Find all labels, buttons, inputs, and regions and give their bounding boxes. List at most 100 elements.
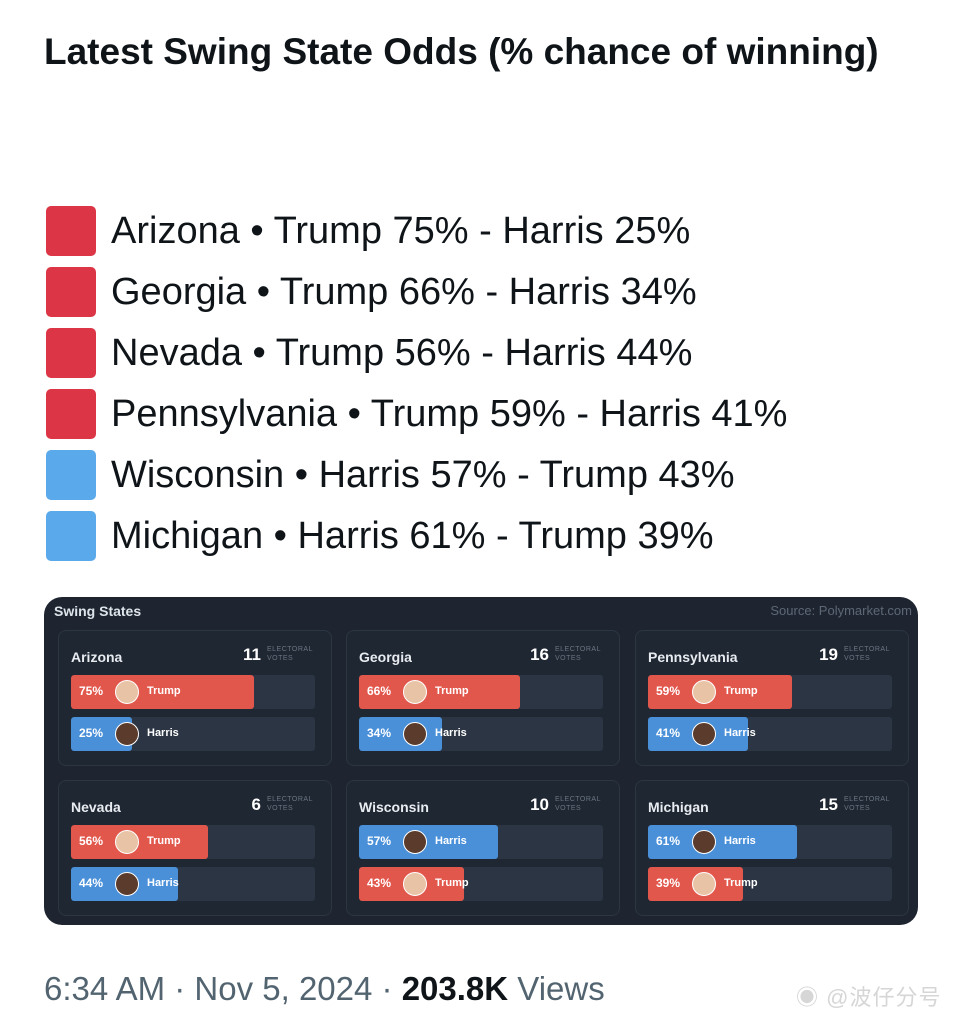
post-meta: 6:34 AM · Nov 5, 2024 · 203.8K Views	[44, 970, 605, 1007]
state-name: Pennsylvania	[648, 649, 738, 665]
post-time[interactable]: 6:34 AM	[44, 970, 166, 1007]
odds-percent: 34%	[367, 726, 392, 740]
state-odds-text: Michigan • Harris 61% - Trump 39%	[111, 514, 714, 557]
trump-avatar-icon	[692, 680, 716, 704]
state-name: Arizona	[71, 649, 123, 665]
state-odds-text: Georgia • Trump 66% - Harris 34%	[111, 270, 697, 313]
weibo-logo-icon: ◉	[796, 985, 820, 1010]
trump-avatar-icon	[403, 680, 427, 704]
state-card: Wisconsin 10 ELECTORAL VOTES 57% Harris 43% Tr…	[346, 780, 620, 916]
state-card: Arizona 11 ELECTORAL VOTES 75% Trump 25% Harri…	[58, 630, 332, 766]
electoral-votes-label: ELECTORAL VOTES	[844, 646, 890, 662]
red-square-icon	[46, 389, 96, 439]
state-name: Georgia	[359, 649, 412, 665]
harris-avatar-icon	[692, 830, 716, 854]
list-item: Wisconsin • Harris 57% - Trump 43%	[46, 450, 735, 500]
odds-percent: 59%	[656, 684, 681, 698]
odds-percent: 43%	[367, 876, 392, 890]
odds-bar: 39% Trump	[648, 867, 892, 901]
candidate-name: Harris	[147, 877, 179, 889]
list-item: Nevada • Trump 56% - Harris 44%	[46, 328, 692, 378]
watermark-text: @波仔分号	[826, 985, 942, 1010]
list-item: Michigan • Harris 61% - Trump 39%	[46, 511, 714, 561]
state-odds-text: Nevada • Trump 56% - Harris 44%	[111, 331, 693, 374]
odds-bar: 44% Harris	[71, 867, 315, 901]
odds-percent: 57%	[367, 834, 392, 848]
state-name: Nevada	[71, 799, 121, 815]
state-card: Michigan 15 ELECTORAL VOTES 61% Harris 39% Tru…	[635, 780, 909, 916]
blue-square-icon	[46, 511, 96, 561]
odds-bar: 43% Trump	[359, 867, 603, 901]
candidate-name: Harris	[724, 835, 756, 847]
electoral-votes: 11	[243, 645, 261, 664]
blue-square-icon	[46, 450, 96, 500]
electoral-votes-label: ELECTORAL VOTES	[267, 796, 313, 812]
odds-bar-fill	[71, 825, 208, 859]
swing-states-image[interactable]: Swing States Source: Polymarket.com Ariz…	[44, 597, 918, 925]
harris-avatar-icon	[115, 722, 139, 746]
electoral-votes: 15	[819, 795, 838, 814]
trump-avatar-icon	[115, 830, 139, 854]
odds-percent: 44%	[79, 876, 104, 890]
watermark: ◉ @波仔分号	[796, 980, 941, 1012]
harris-avatar-icon	[403, 722, 427, 746]
state-odds-text: Arizona • Trump 75% - Harris 25%	[111, 209, 691, 252]
state-odds-text: Pennsylvania • Trump 59% - Harris 41%	[111, 392, 788, 435]
harris-avatar-icon	[692, 722, 716, 746]
state-card: Georgia 16 ELECTORAL VOTES 66% Trump 34% Harri…	[346, 630, 620, 766]
electoral-votes-label: ELECTORAL VOTES	[844, 796, 890, 812]
state-card: Pennsylvania 19 ELECTORAL VOTES 59% Trump 41%…	[635, 630, 909, 766]
state-card: Nevada 6 ELECTORAL VOTES 56% Trump 44% Harris	[58, 780, 332, 916]
odds-bar-fill	[71, 675, 254, 709]
candidate-name: Trump	[147, 835, 181, 847]
post-title: Latest Swing State Odds (% chance of win…	[44, 31, 879, 72]
state-name: Michigan	[648, 799, 709, 815]
candidate-name: Trump	[435, 877, 469, 889]
odds-percent: 41%	[656, 726, 681, 740]
red-square-icon	[46, 267, 96, 317]
trump-avatar-icon	[403, 872, 427, 896]
odds-bar: 61% Harris	[648, 825, 892, 859]
harris-avatar-icon	[115, 872, 139, 896]
odds-bar: 57% Harris	[359, 825, 603, 859]
image-title: Swing States	[54, 603, 142, 619]
odds-bar-fill	[359, 675, 521, 709]
odds-bar: 66% Trump	[359, 675, 603, 709]
trump-avatar-icon	[692, 872, 716, 896]
candidate-name: Harris	[435, 835, 467, 847]
odds-bar: 41% Harris	[648, 717, 892, 751]
odds-bar: 75% Trump	[71, 675, 315, 709]
candidate-name: Trump	[435, 685, 469, 697]
candidate-name: Harris	[435, 727, 467, 739]
state-name: Wisconsin	[359, 799, 429, 815]
red-square-icon	[46, 206, 96, 256]
odds-percent: 61%	[656, 834, 681, 848]
post-date[interactable]: Nov 5, 2024	[194, 970, 373, 1007]
list-item: Georgia • Trump 66% - Harris 34%	[46, 267, 697, 317]
electoral-votes-label: ELECTORAL VOTES	[555, 796, 601, 812]
electoral-votes: 10	[530, 795, 549, 814]
odds-percent: 39%	[656, 876, 681, 890]
list-item: Arizona • Trump 75% - Harris 25%	[46, 206, 690, 256]
list-item: Pennsylvania • Trump 59% - Harris 41%	[46, 389, 787, 439]
odds-percent: 66%	[367, 684, 392, 698]
odds-bar: 56% Trump	[71, 825, 315, 859]
electoral-votes: 19	[819, 645, 838, 664]
electoral-votes-label: ELECTORAL VOTES	[267, 646, 313, 662]
electoral-votes: 16	[530, 645, 549, 664]
red-square-icon	[46, 328, 96, 378]
electoral-votes-label: ELECTORAL VOTES	[555, 646, 601, 662]
candidate-name: Trump	[147, 685, 181, 697]
state-odds-text: Wisconsin • Harris 57% - Trump 43%	[111, 453, 735, 496]
views-label: Views	[517, 970, 605, 1007]
odds-bar-fill	[359, 825, 499, 859]
candidate-name: Trump	[724, 877, 758, 889]
odds-bar: 34% Harris	[359, 717, 603, 751]
odds-bar-fill	[648, 825, 797, 859]
harris-avatar-icon	[403, 830, 427, 854]
candidate-name: Trump	[724, 685, 758, 697]
odds-bar: 59% Trump	[648, 675, 892, 709]
candidate-name: Harris	[724, 727, 756, 739]
odds-percent: 56%	[79, 834, 104, 848]
electoral-votes: 6	[251, 795, 261, 814]
